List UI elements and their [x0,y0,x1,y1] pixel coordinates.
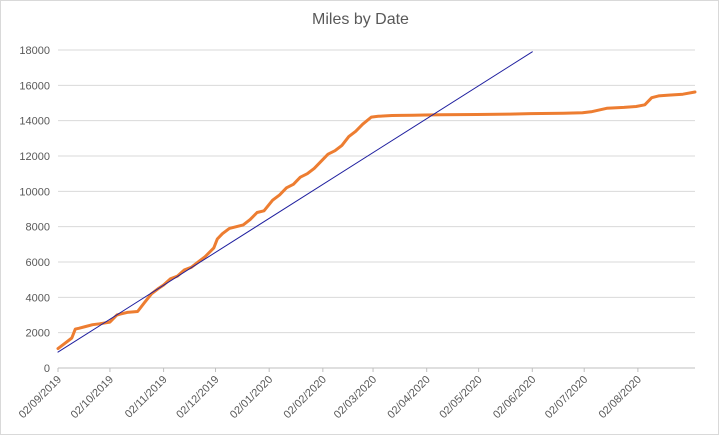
x-tick-label: 02/01/2020 [228,374,275,421]
x-tick-label: 02/06/2020 [491,374,538,421]
y-tick-label: 16000 [19,80,50,92]
chart-title: Miles by Date [312,11,409,28]
x-tick-label: 02/08/2020 [597,374,644,421]
y-tick-label: 6000 [26,257,50,269]
y-tick-label: 18000 [19,45,50,57]
x-tick-label: 02/03/2020 [332,374,379,421]
y-tick-label: 2000 [26,328,50,340]
x-tick-label: 02/11/2019 [123,374,170,421]
x-tick-label: 02/05/2020 [437,374,484,421]
y-tick-label: 14000 [19,116,50,128]
x-tick-label: 02/04/2020 [385,374,432,421]
y-tick-label: 10000 [19,186,50,198]
series-line-trend [57,51,533,353]
series-line-miles [56,90,697,351]
x-tick-label: 02/12/2019 [174,374,221,421]
y-tick-label: 0 [44,363,50,375]
y-tick-label: 12000 [19,151,50,163]
x-tick-label: 02/02/2020 [282,374,329,421]
x-tick-label: 02/10/2019 [69,374,116,421]
x-tick-label: 02/09/2019 [17,374,64,421]
x-tick-label: 02/07/2020 [543,374,590,421]
y-tick-label: 8000 [26,222,50,234]
y-tick-label: 4000 [26,292,50,304]
